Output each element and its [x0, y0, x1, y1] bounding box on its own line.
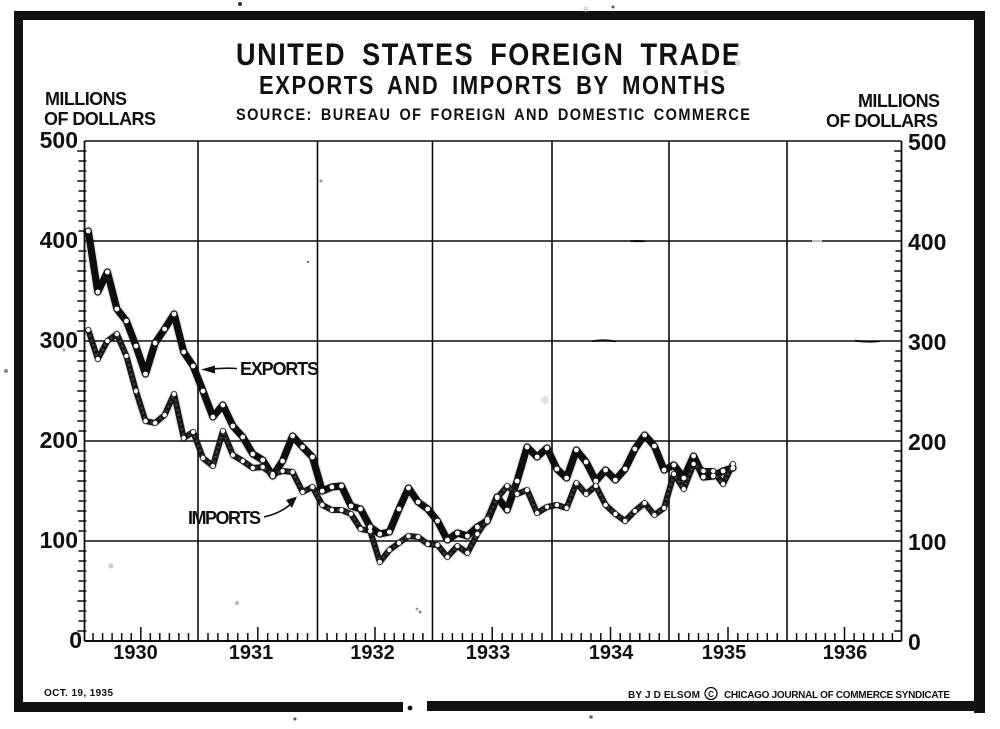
svg-text:EXPORTS: EXPORTS [240, 359, 319, 379]
svg-text:OF DOLLARS: OF DOLLARS [44, 109, 156, 129]
svg-text:1936: 1936 [823, 642, 868, 664]
svg-text:IMPORTS: IMPORTS [188, 508, 261, 528]
svg-text:1935: 1935 [702, 642, 747, 664]
svg-text:MILLIONS: MILLIONS [858, 91, 940, 111]
svg-text:OCT. 19, 1935: OCT. 19, 1935 [44, 688, 113, 699]
svg-text:500: 500 [40, 127, 78, 153]
svg-text:BY J D ELSOM: BY J D ELSOM [628, 690, 700, 701]
svg-text:1931: 1931 [229, 642, 274, 664]
svg-text:100: 100 [40, 527, 78, 553]
svg-text:UNITED STATES FOREIGN TRADE: UNITED STATES FOREIGN TRADE [236, 37, 740, 72]
svg-text:400: 400 [40, 227, 78, 253]
svg-text:0: 0 [908, 629, 921, 655]
svg-text:500: 500 [908, 129, 946, 155]
svg-text:1930: 1930 [113, 642, 158, 664]
svg-text:300: 300 [908, 329, 946, 355]
svg-text:200: 200 [908, 429, 946, 455]
svg-text:C: C [708, 690, 714, 699]
svg-text:MILLIONS: MILLIONS [45, 89, 127, 109]
svg-text:OF DOLLARS: OF DOLLARS [826, 111, 938, 131]
svg-text:0: 0 [69, 627, 82, 653]
svg-text:300: 300 [40, 327, 78, 353]
svg-text:100: 100 [908, 529, 946, 555]
svg-text:1934: 1934 [589, 642, 634, 664]
svg-text:200: 200 [40, 427, 78, 453]
svg-text:SOURCE: BUREAU OF FOREIGN AND: SOURCE: BUREAU OF FOREIGN AND DOMESTIC C… [236, 106, 750, 124]
svg-text:1932: 1932 [350, 642, 395, 664]
svg-text:400: 400 [908, 229, 946, 255]
svg-text:EXPORTS AND IMPORTS BY MONTHS: EXPORTS AND IMPORTS BY MONTHS [259, 71, 725, 100]
svg-text:CHICAGO JOURNAL OF COMMERCE SY: CHICAGO JOURNAL OF COMMERCE SYNDICATE [724, 690, 950, 701]
svg-text:1933: 1933 [466, 642, 511, 664]
